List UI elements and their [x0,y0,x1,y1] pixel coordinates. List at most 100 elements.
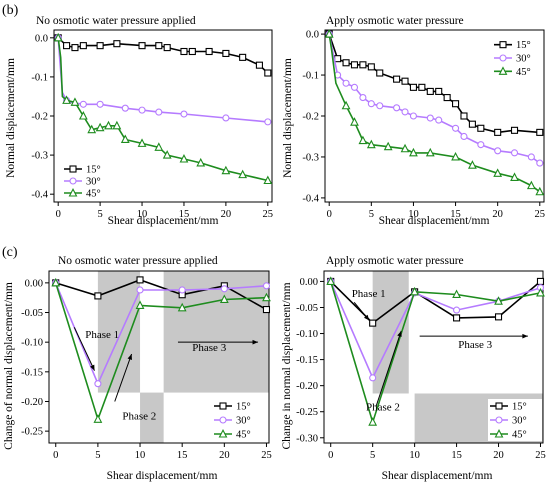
phase-label: Phase 3 [192,342,226,354]
data-point [94,292,102,300]
y-tick-label: -0.15 [296,355,318,366]
data-point [393,104,401,112]
data-point [178,286,186,294]
data-point [104,120,113,130]
data-point [426,87,434,95]
data-point [255,61,263,69]
y-tick-label: -0.2 [31,112,48,123]
data-point [366,139,376,149]
data-point [376,69,384,77]
data-point [238,169,248,179]
data-point [162,150,172,159]
data-point [264,118,272,126]
y-tick-label: -0.3 [302,152,319,163]
y-axis-label: Change of normal displacement/mm [3,282,15,450]
x-tick-label: 15 [177,450,188,461]
data-point [401,77,409,85]
chart-c-right: Apply osmotic water pressure Shear displ… [281,255,546,482]
legend-label: 45° [516,67,531,78]
data-point [376,102,384,110]
data-point [326,276,336,285]
y-axis-label: Normal displacement/mm [282,58,294,178]
data-point [369,319,377,327]
arrow-shaft [114,353,133,402]
x-tick-label: 20 [493,450,504,461]
y-tick-label: -0.10 [21,338,43,349]
legend-label: 15° [86,165,101,176]
legend-marker [495,402,503,410]
data-point [222,49,230,58]
x-axis-label: Shear displacement/mm [382,470,493,482]
x-tick-label: 25 [261,450,272,461]
x-tick-label: 20 [221,209,232,220]
data-point [460,112,468,120]
phase-label: Phase 2 [122,410,156,422]
y-tick-label: -0.25 [296,407,318,418]
arrow-head [252,339,259,345]
arrow-shaft [375,330,402,407]
y-axis-label: Change in normal displacement/mm [281,282,293,449]
data-point [221,165,231,175]
chart-b-left: No osmotic water pressure applied Shear … [5,15,273,227]
x-tick-label: 15 [450,209,461,220]
arrow-head [127,354,132,361]
y-tick-label: -0.1 [302,71,319,82]
series-line [57,37,268,123]
data-point [359,61,367,69]
legend-label: 45° [86,189,101,200]
x-tick-label: 25 [535,209,546,220]
series-45 [326,276,545,426]
data-point [138,42,146,50]
chart-b-right: Apply osmotic water pressure Shear displ… [282,15,545,227]
data-point [334,55,342,63]
data-point [510,149,519,157]
legend-marker [218,428,228,438]
y-tick-label: -0.20 [21,397,43,408]
x-tick-label: 5 [370,450,375,461]
legend-label: 15° [236,402,251,413]
data-point [526,180,536,190]
data-point [510,126,519,134]
data-point [219,294,229,304]
data-point [426,114,434,122]
data-point [527,153,535,161]
data-point [409,83,417,91]
y-tick-label: -0.4 [302,193,319,204]
legend: 15°30°45° [488,399,542,441]
phase-arrow [114,353,133,402]
data-point [460,132,468,141]
data-point [358,135,368,145]
data-point [96,42,104,50]
data-point [393,75,401,83]
legend-label: 30° [86,177,101,188]
data-point [93,414,103,423]
y-tick-label: 0.0 [35,33,48,44]
data-point [53,32,63,42]
panel-label-b: (b) [2,3,19,18]
data-point [368,417,378,426]
y-tick-label: -0.05 [21,308,43,319]
x-tick-label: 0 [327,209,332,220]
legend-label: 15° [512,402,527,413]
chart-c-left: No osmotic water pressure applied Shear … [3,255,272,482]
series-30 [54,34,272,126]
data-point [342,59,350,67]
chart-title: Apply osmotic water pressure [326,255,464,267]
legend-marker [499,54,507,62]
y-axis-label: Normal displacement/mm [5,58,17,178]
legend-label: 30° [236,416,251,427]
data-point [220,285,228,293]
data-point [222,114,230,122]
legend: 15°30°45° [64,165,101,200]
legend-label: 15° [516,40,531,51]
data-point [350,61,359,69]
data-point [401,108,409,116]
data-point [451,151,460,161]
data-point [136,276,144,284]
chart-title: Apply osmotic water pressure [326,15,464,27]
data-point [113,40,121,48]
phase-arrow [375,330,402,407]
series-45 [51,277,271,423]
data-point [71,44,79,52]
